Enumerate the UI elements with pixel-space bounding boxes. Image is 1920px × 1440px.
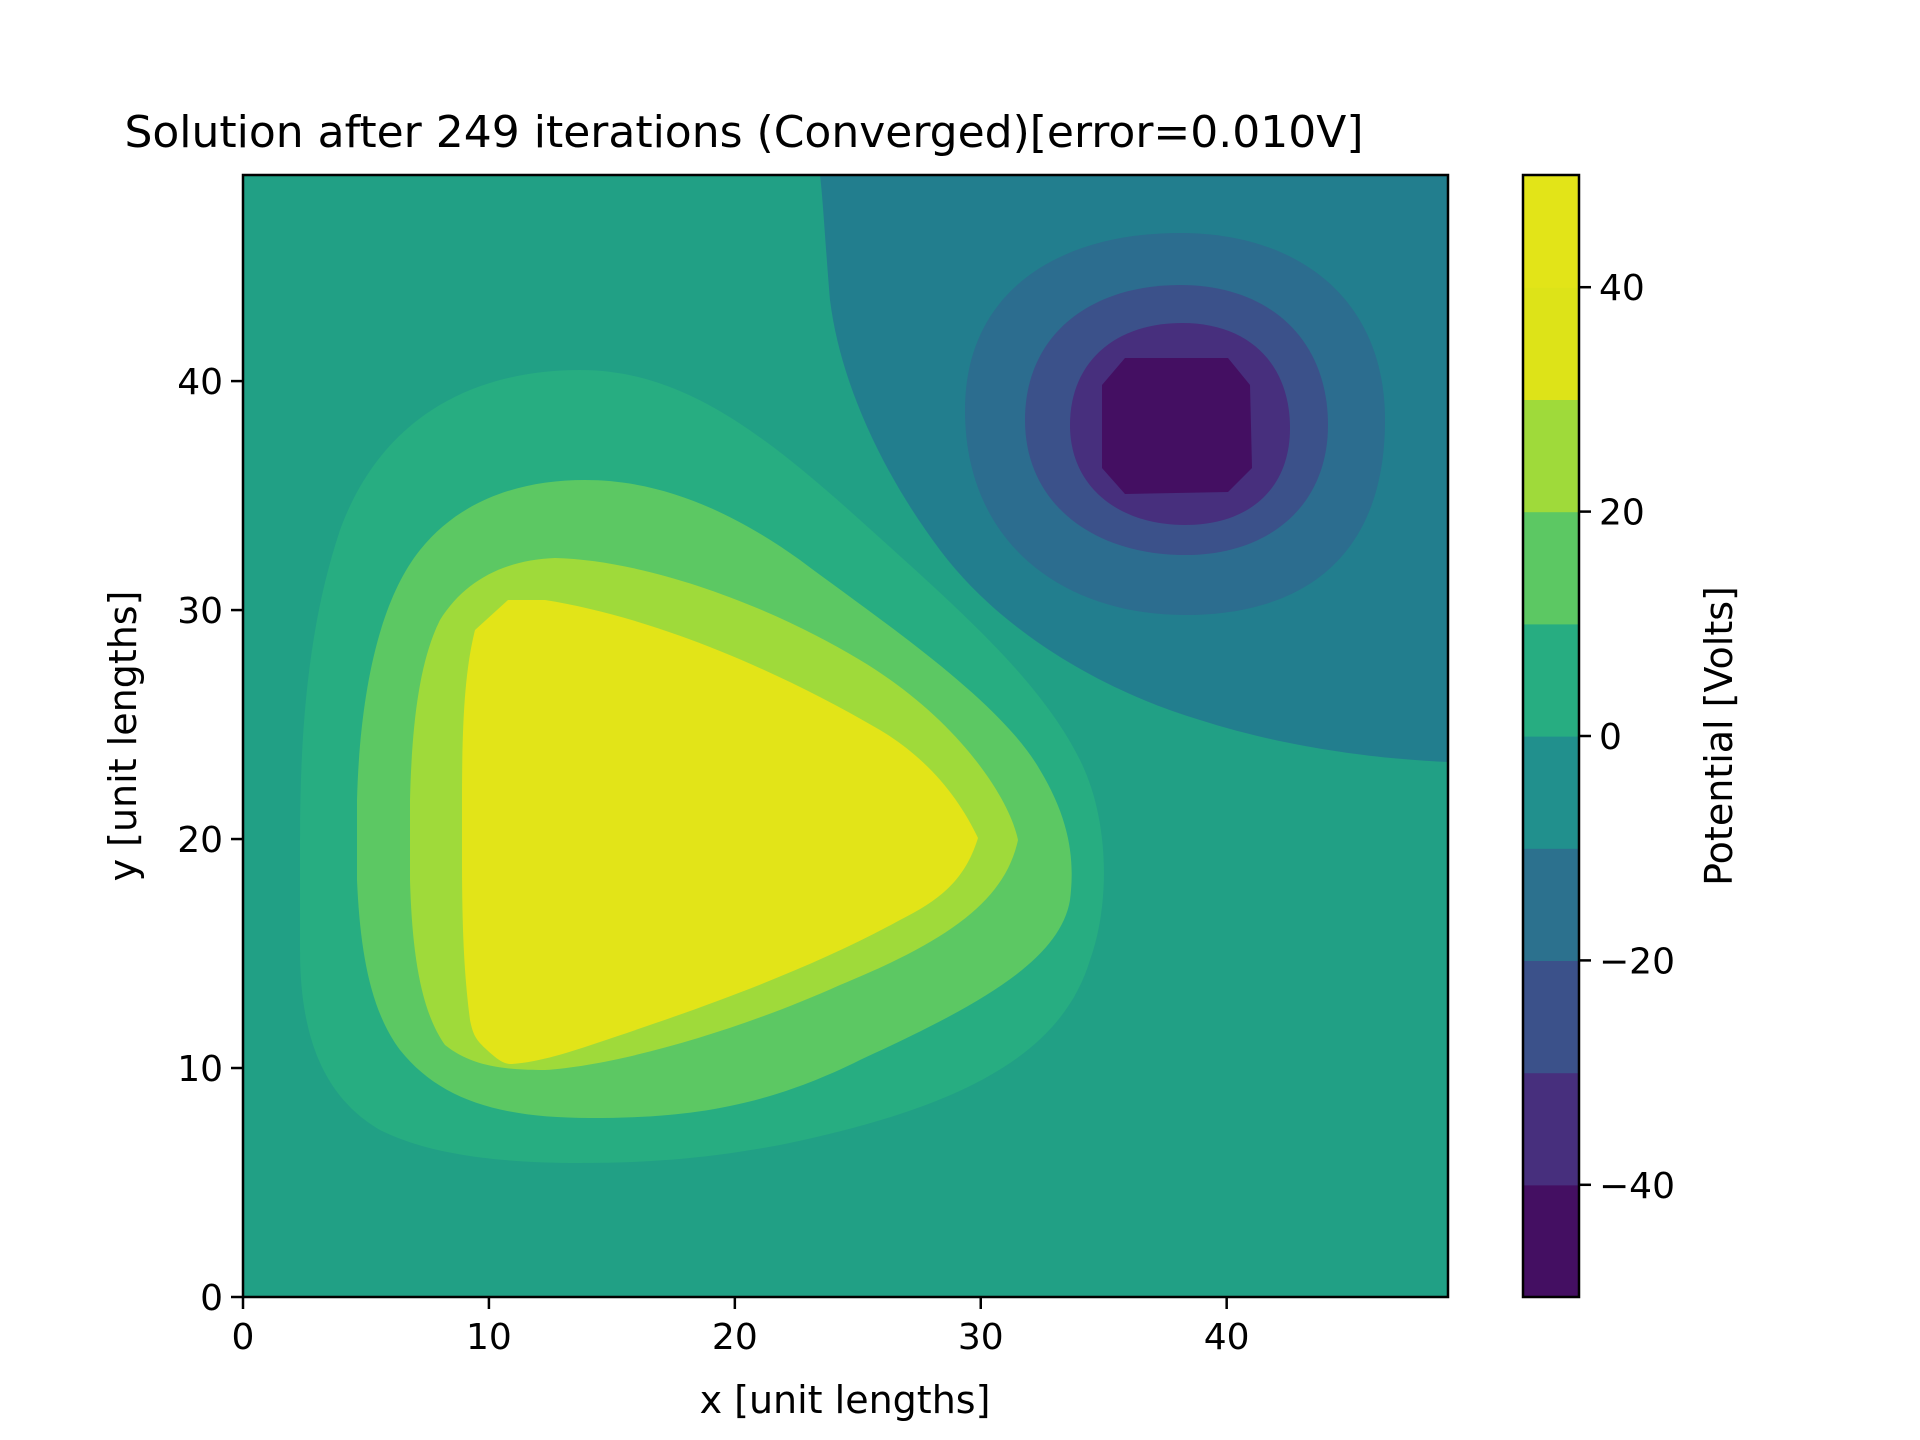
y-tick-label: 0 bbox=[200, 1278, 223, 1319]
colorbar-tick-label: 0 bbox=[1599, 717, 1622, 758]
colorbar-segment bbox=[1523, 848, 1579, 961]
x-axis-label: x [unit lengths] bbox=[700, 1378, 991, 1422]
colorbar-segment bbox=[1523, 1072, 1579, 1186]
x-tick-label: 10 bbox=[466, 1317, 512, 1358]
y-axis-label: y [unit lengths] bbox=[101, 591, 145, 882]
y-tick-label: 30 bbox=[177, 591, 223, 632]
x-axis-ticks: 0 10 20 30 40 bbox=[232, 1297, 1250, 1358]
colorbar-tick-label: −20 bbox=[1599, 941, 1675, 982]
plot-frame bbox=[241, 173, 1450, 1299]
y-tick-label: 20 bbox=[177, 820, 223, 861]
colorbar-tick-label: 20 bbox=[1599, 493, 1645, 534]
colorbar-segment bbox=[1523, 623, 1579, 737]
x-tick-label: 0 bbox=[232, 1317, 255, 1358]
y-tick-label: 40 bbox=[177, 362, 223, 403]
colorbar-label: Potential [Volts] bbox=[1697, 586, 1741, 886]
chart-title: Solution after 249 iterations (Converged… bbox=[124, 107, 1363, 158]
y-axis-ticks: 0 10 20 30 40 bbox=[177, 362, 243, 1319]
colorbar-ticks: −40 −20 0 20 40 bbox=[1579, 268, 1675, 1207]
colorbar-segment bbox=[1523, 287, 1579, 400]
contour-level-pos-45 bbox=[462, 600, 978, 1064]
x-tick-label: 40 bbox=[1204, 1317, 1250, 1358]
colorbar-segment bbox=[1523, 399, 1579, 513]
colorbar-tick-label: −40 bbox=[1599, 1166, 1675, 1207]
colorbar-tick-label: 40 bbox=[1599, 268, 1645, 309]
colorbar-segment bbox=[1523, 1184, 1579, 1298]
colorbar-segment bbox=[1523, 960, 1579, 1074]
colorbar-segment bbox=[1523, 511, 1579, 625]
colorbar bbox=[1523, 175, 1579, 1298]
colorbar-segment bbox=[1523, 175, 1579, 288]
colorbar-segment bbox=[1523, 736, 1579, 849]
contour-level-neg-45 bbox=[1102, 358, 1252, 494]
x-tick-label: 20 bbox=[712, 1317, 758, 1358]
y-tick-label: 10 bbox=[177, 1049, 223, 1090]
x-tick-label: 30 bbox=[958, 1317, 1004, 1358]
plot-area bbox=[243, 175, 1448, 1297]
